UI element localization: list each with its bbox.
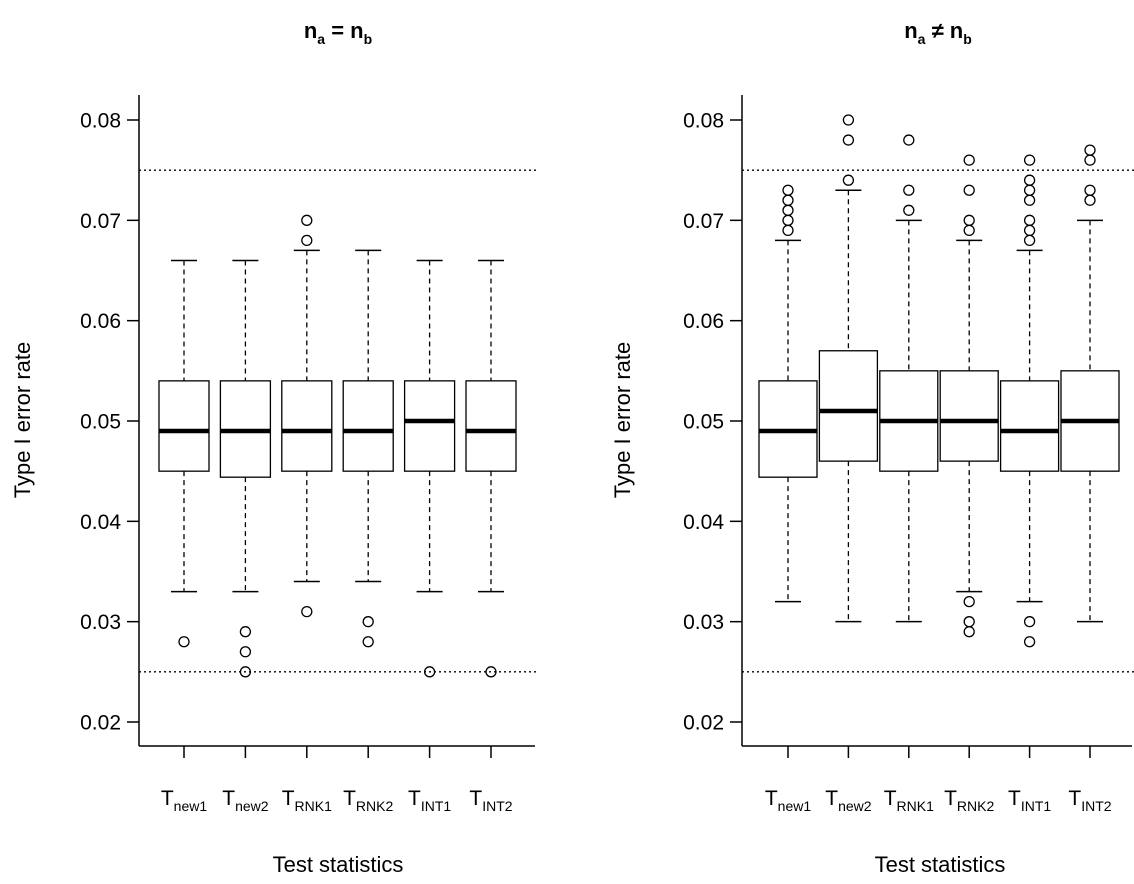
outlier-point bbox=[903, 204, 915, 216]
outlier-point bbox=[1084, 184, 1096, 196]
iqr-box bbox=[158, 380, 210, 472]
x-tick-label: TRNK1 bbox=[282, 787, 332, 814]
outlier-point bbox=[782, 214, 794, 226]
outlier-point bbox=[963, 214, 975, 226]
y-tick-label: 0.07 bbox=[683, 210, 724, 233]
x-tick-label: Tnew2 bbox=[222, 787, 269, 814]
outlier-point bbox=[362, 616, 374, 628]
outlier-point bbox=[1023, 636, 1036, 648]
outlier-point bbox=[1023, 184, 1036, 196]
y-tick-label: 0.06 bbox=[80, 310, 121, 333]
x-axis-label: Test statistics bbox=[273, 852, 404, 877]
box-new2: Tnew2 bbox=[818, 114, 879, 814]
outlier-point bbox=[1023, 154, 1036, 166]
outlier-point bbox=[842, 174, 855, 186]
y-tick-label: 0.08 bbox=[80, 110, 121, 133]
x-tick-label: TINT1 bbox=[408, 787, 451, 814]
outlier-point bbox=[485, 666, 497, 678]
outlier-point bbox=[239, 666, 252, 678]
outlier-point bbox=[782, 224, 794, 237]
outlier-point bbox=[1023, 234, 1036, 247]
y-tick-label: 0.04 bbox=[683, 511, 724, 534]
y-tick-label: 0.04 bbox=[80, 511, 121, 534]
box-new2: Tnew2 bbox=[219, 259, 272, 814]
outlier-point bbox=[239, 626, 252, 638]
outlier-point bbox=[1023, 214, 1036, 226]
x-tick-label: Tnew2 bbox=[825, 787, 872, 814]
x-axis-label: Test statistics bbox=[875, 852, 1006, 877]
y-tick-label: 0.05 bbox=[80, 411, 121, 434]
y-axis-label: Type I error rate bbox=[10, 342, 35, 499]
y-tick-label: 0.08 bbox=[683, 110, 724, 133]
outlier-point bbox=[1023, 224, 1036, 237]
outlier-point bbox=[1023, 616, 1036, 628]
outlier-point bbox=[301, 234, 313, 247]
y-tick-label: 0.03 bbox=[683, 611, 724, 634]
outlier-point bbox=[963, 626, 975, 638]
iqr-box bbox=[939, 370, 999, 462]
box-new1: Tnew1 bbox=[158, 259, 210, 814]
y-tick-label: 0.03 bbox=[80, 611, 121, 634]
outlier-point bbox=[1084, 144, 1096, 156]
y-axis-label: Type I error rate bbox=[610, 342, 635, 499]
iqr-box bbox=[403, 380, 456, 472]
outlier-point bbox=[301, 214, 313, 226]
x-tick-label: TRNK2 bbox=[944, 787, 994, 814]
x-tick-label: Tnew1 bbox=[161, 787, 208, 814]
iqr-box bbox=[465, 380, 517, 472]
outlier-point bbox=[903, 134, 915, 146]
outlier-point bbox=[963, 224, 975, 237]
y-tick-label: 0.02 bbox=[80, 712, 121, 735]
box-int1: TINT1 bbox=[999, 154, 1060, 814]
iqr-box bbox=[818, 350, 879, 462]
iqr-box bbox=[281, 380, 333, 472]
panel-1: na = nb 0.02 0.03 0.04 0.05 0.06 0.07 0.08 Type … bbox=[10, 18, 537, 877]
outlier-point bbox=[1084, 194, 1096, 206]
outlier-point bbox=[1023, 194, 1036, 206]
outlier-point bbox=[963, 595, 975, 608]
outlier-point bbox=[782, 194, 794, 206]
x-tick-label: TINT1 bbox=[1008, 787, 1051, 814]
x-tick-label: TRNK2 bbox=[343, 787, 393, 814]
y-tick-label: 0.05 bbox=[683, 411, 724, 434]
outlier-point bbox=[903, 184, 915, 196]
box-rnk2: TRNK2 bbox=[342, 249, 394, 814]
outlier-point bbox=[1023, 174, 1036, 186]
panel-2: na ≠ nb 0.02 0.03 0.04 0.05 0.06 0.07 0.08 Type … bbox=[610, 18, 1134, 877]
box-rnk1: TRNK1 bbox=[281, 214, 333, 814]
outlier-point bbox=[963, 154, 975, 166]
iqr-box bbox=[342, 380, 394, 472]
x-tick-label: TINT2 bbox=[1068, 787, 1111, 814]
y-tick-label: 0.06 bbox=[683, 310, 724, 333]
box-rnk2: TRNK2 bbox=[939, 154, 999, 814]
x-tick-label: Tnew1 bbox=[765, 787, 812, 814]
x-tick-label: TRNK1 bbox=[884, 787, 934, 814]
outlier-point bbox=[842, 134, 855, 146]
box-new1: Tnew1 bbox=[758, 184, 818, 814]
outlier-point bbox=[362, 636, 374, 648]
y-tick-label: 0.07 bbox=[80, 210, 121, 233]
outlier-point bbox=[239, 646, 252, 658]
chart-title: na = nb bbox=[304, 18, 372, 47]
outlier-point bbox=[782, 184, 794, 196]
outlier-point bbox=[1084, 154, 1096, 166]
box-int2: TINT2 bbox=[1060, 144, 1120, 814]
outlier-point bbox=[178, 636, 190, 648]
outlier-point bbox=[301, 605, 313, 618]
outlier-point bbox=[963, 184, 975, 196]
y-tick-label: 0.02 bbox=[683, 712, 724, 735]
x-tick-label: TINT2 bbox=[469, 787, 512, 814]
outlier-point bbox=[782, 204, 794, 216]
chart-title: na ≠ nb bbox=[904, 18, 972, 47]
outlier-point bbox=[423, 666, 436, 678]
box-rnk1: TRNK1 bbox=[879, 134, 939, 814]
outlier-point bbox=[963, 616, 975, 628]
box-int1: TINT1 bbox=[403, 259, 456, 814]
iqr-box bbox=[999, 380, 1060, 472]
box-int2: TINT2 bbox=[465, 259, 517, 814]
outlier-point bbox=[842, 114, 855, 126]
